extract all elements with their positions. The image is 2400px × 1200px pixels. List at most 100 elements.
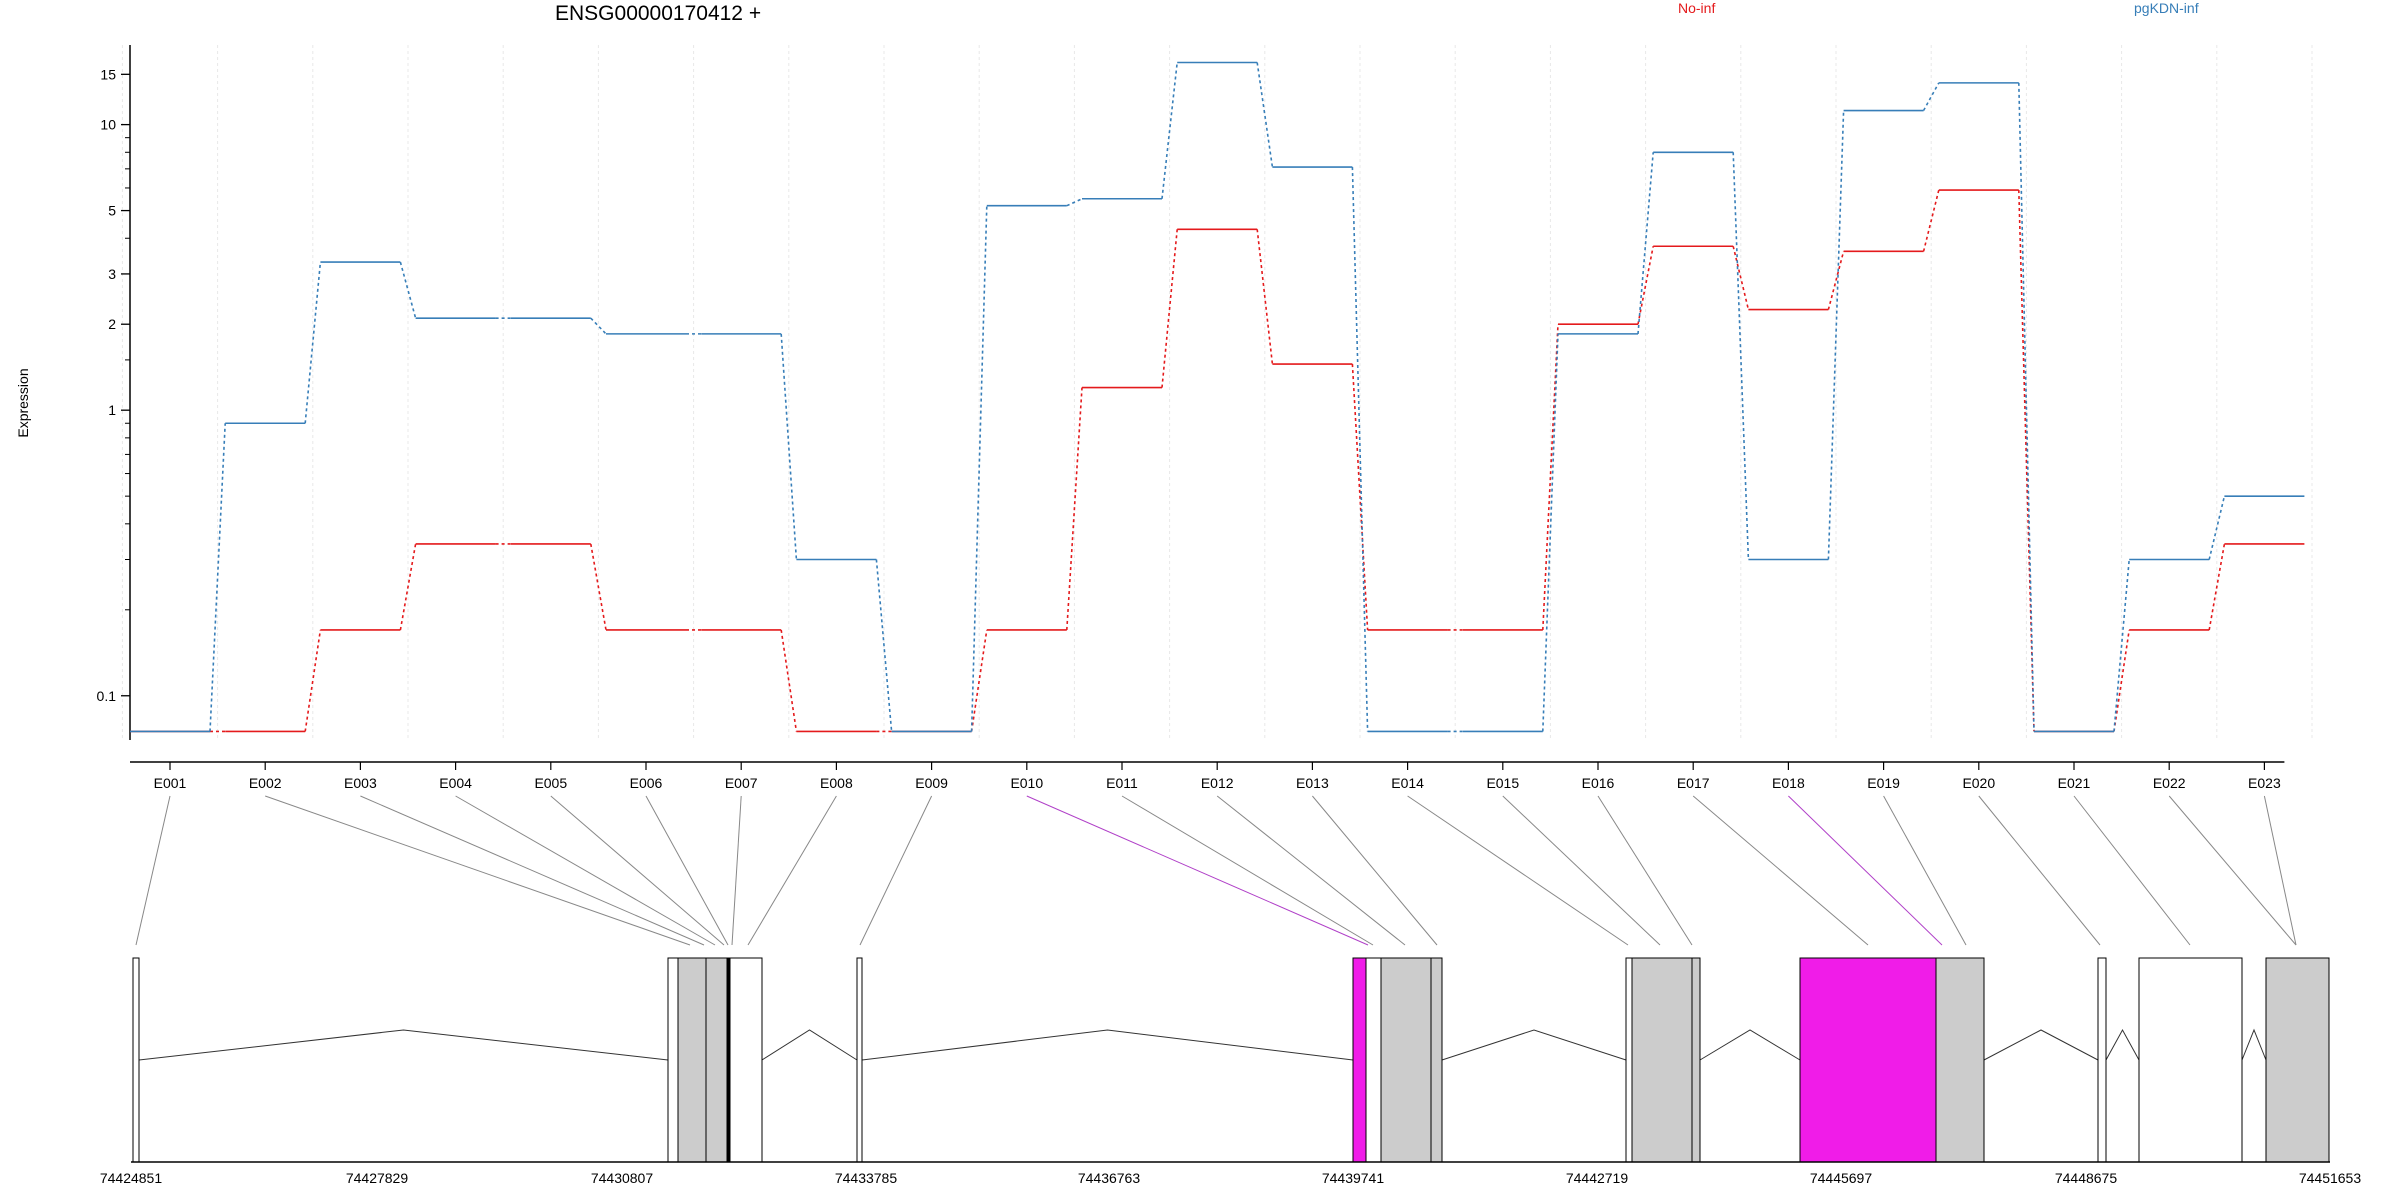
coord-tick-label: 74445697 xyxy=(1810,1170,1873,1186)
x-tick-label: E021 xyxy=(2058,775,2091,791)
x-tick-label: E011 xyxy=(1106,775,1138,791)
intron xyxy=(1983,1029,2099,1061)
series-transition xyxy=(2113,559,2130,732)
series-transition xyxy=(2018,190,2035,732)
exon-block xyxy=(1352,957,1367,1163)
vertical-grid xyxy=(121,45,2313,740)
exon-block xyxy=(1631,957,1693,1163)
exon-block xyxy=(1935,957,1985,1163)
series-layer xyxy=(130,61,2305,733)
connector-line xyxy=(1978,795,2101,946)
coord-tick-label: 74448675 xyxy=(2055,1170,2118,1186)
connector-line xyxy=(1216,795,1406,946)
y-tick-label: 5 xyxy=(108,203,116,219)
connector-line xyxy=(1502,795,1661,946)
series-transition xyxy=(590,543,607,631)
x-tick-label: E018 xyxy=(1772,775,1805,791)
series-transition xyxy=(1161,62,1178,199)
coord-tick-label: 74433785 xyxy=(835,1170,898,1186)
series-transition xyxy=(1827,251,1845,310)
exon-block xyxy=(132,957,140,1163)
y-tick-label: 2 xyxy=(108,316,116,332)
exon-block xyxy=(1380,957,1432,1163)
x-tick-label: E005 xyxy=(534,775,567,791)
connector-line xyxy=(2073,795,2191,946)
series-transition xyxy=(1922,189,1940,252)
x-tick-label: E023 xyxy=(2248,775,2281,791)
connector-line xyxy=(455,795,716,946)
series-transition xyxy=(399,543,417,631)
series-transition xyxy=(1066,198,1083,207)
series-transition xyxy=(1732,152,1750,560)
connector-line xyxy=(1788,795,1943,946)
connector-line xyxy=(1597,795,1693,946)
series-transition xyxy=(780,629,798,732)
x-tick-label: E013 xyxy=(1296,775,1329,791)
series-transition xyxy=(304,629,322,732)
exon-connectors xyxy=(135,795,2297,946)
x-tick-label: E020 xyxy=(1962,775,1995,791)
connector-line xyxy=(747,795,837,946)
gene-model xyxy=(132,957,2330,1163)
connector-line xyxy=(265,795,691,946)
x-axis: E001 E002 E003 E004 E005 E006 E007 E008 E009 E010… xyxy=(130,761,2285,791)
x-tick-label: E002 xyxy=(249,775,282,791)
y-axis-label: Expression xyxy=(15,368,31,438)
intron xyxy=(2105,1028,2140,1061)
exon-block xyxy=(729,957,763,1163)
intron xyxy=(2241,1028,2267,1061)
connector-line xyxy=(731,795,742,946)
series-transition xyxy=(780,333,798,560)
series-transition xyxy=(2113,629,2130,732)
series-transition xyxy=(1637,152,1654,334)
legend-pgkdn-inf: pgKDN-inf xyxy=(2134,0,2199,16)
y-axis: 0.1 1 2 3 5 10 15 xyxy=(97,45,131,740)
intron xyxy=(861,1029,1354,1061)
series-transition xyxy=(1351,167,1369,732)
exon-block xyxy=(2265,957,2330,1163)
connector-line xyxy=(859,795,933,946)
coordinate-axis: 74424851 74427829 74430807 74433785 74436763… xyxy=(100,1161,2361,1186)
x-tick-label: E008 xyxy=(820,775,853,791)
intron xyxy=(138,1029,669,1061)
series-transition xyxy=(875,559,893,732)
x-tick-label: E010 xyxy=(1010,775,1043,791)
coord-tick-label: 74436763 xyxy=(1078,1170,1141,1186)
chart-title: ENSG00000170412 + xyxy=(555,2,762,25)
series-transition xyxy=(970,205,988,732)
series-transition xyxy=(399,261,417,319)
exon-block xyxy=(1691,957,1701,1163)
connector-line xyxy=(2168,795,2297,946)
exon-block xyxy=(705,957,728,1163)
connector-line xyxy=(550,795,725,946)
x-tick-label: E014 xyxy=(1391,775,1424,791)
coord-tick-label: 74442719 xyxy=(1566,1170,1629,1186)
series-transition xyxy=(1351,364,1369,630)
x-tick-label: E003 xyxy=(344,775,377,791)
coord-tick-label: 74430807 xyxy=(591,1170,654,1186)
intron xyxy=(761,1029,858,1061)
x-tick-label: E007 xyxy=(725,775,758,791)
connector-line xyxy=(1026,795,1369,946)
coord-tick-label: 74424851 xyxy=(100,1170,163,1186)
x-tick-label: E022 xyxy=(2153,775,2186,791)
exon-block xyxy=(2097,957,2107,1163)
exon-block xyxy=(1799,957,1937,1163)
series-transition xyxy=(2208,495,2226,560)
series-transition xyxy=(590,317,607,335)
intron xyxy=(1699,1029,1801,1061)
series-transition xyxy=(1066,387,1083,631)
x-tick-label: E006 xyxy=(630,775,663,791)
connector-line xyxy=(1121,795,1374,946)
exon-block xyxy=(1625,957,1633,1163)
series-transition xyxy=(1256,229,1274,365)
connector-line xyxy=(645,795,729,946)
coord-tick-label: 74427829 xyxy=(346,1170,409,1186)
connector-line xyxy=(1883,795,1967,946)
series-transition xyxy=(2208,543,2226,631)
series-transition xyxy=(1827,110,1845,560)
x-tick-label: E015 xyxy=(1486,775,1519,791)
y-tick-label: 10 xyxy=(100,117,116,133)
intron xyxy=(1441,1029,1627,1061)
connector-line xyxy=(2263,795,2297,946)
